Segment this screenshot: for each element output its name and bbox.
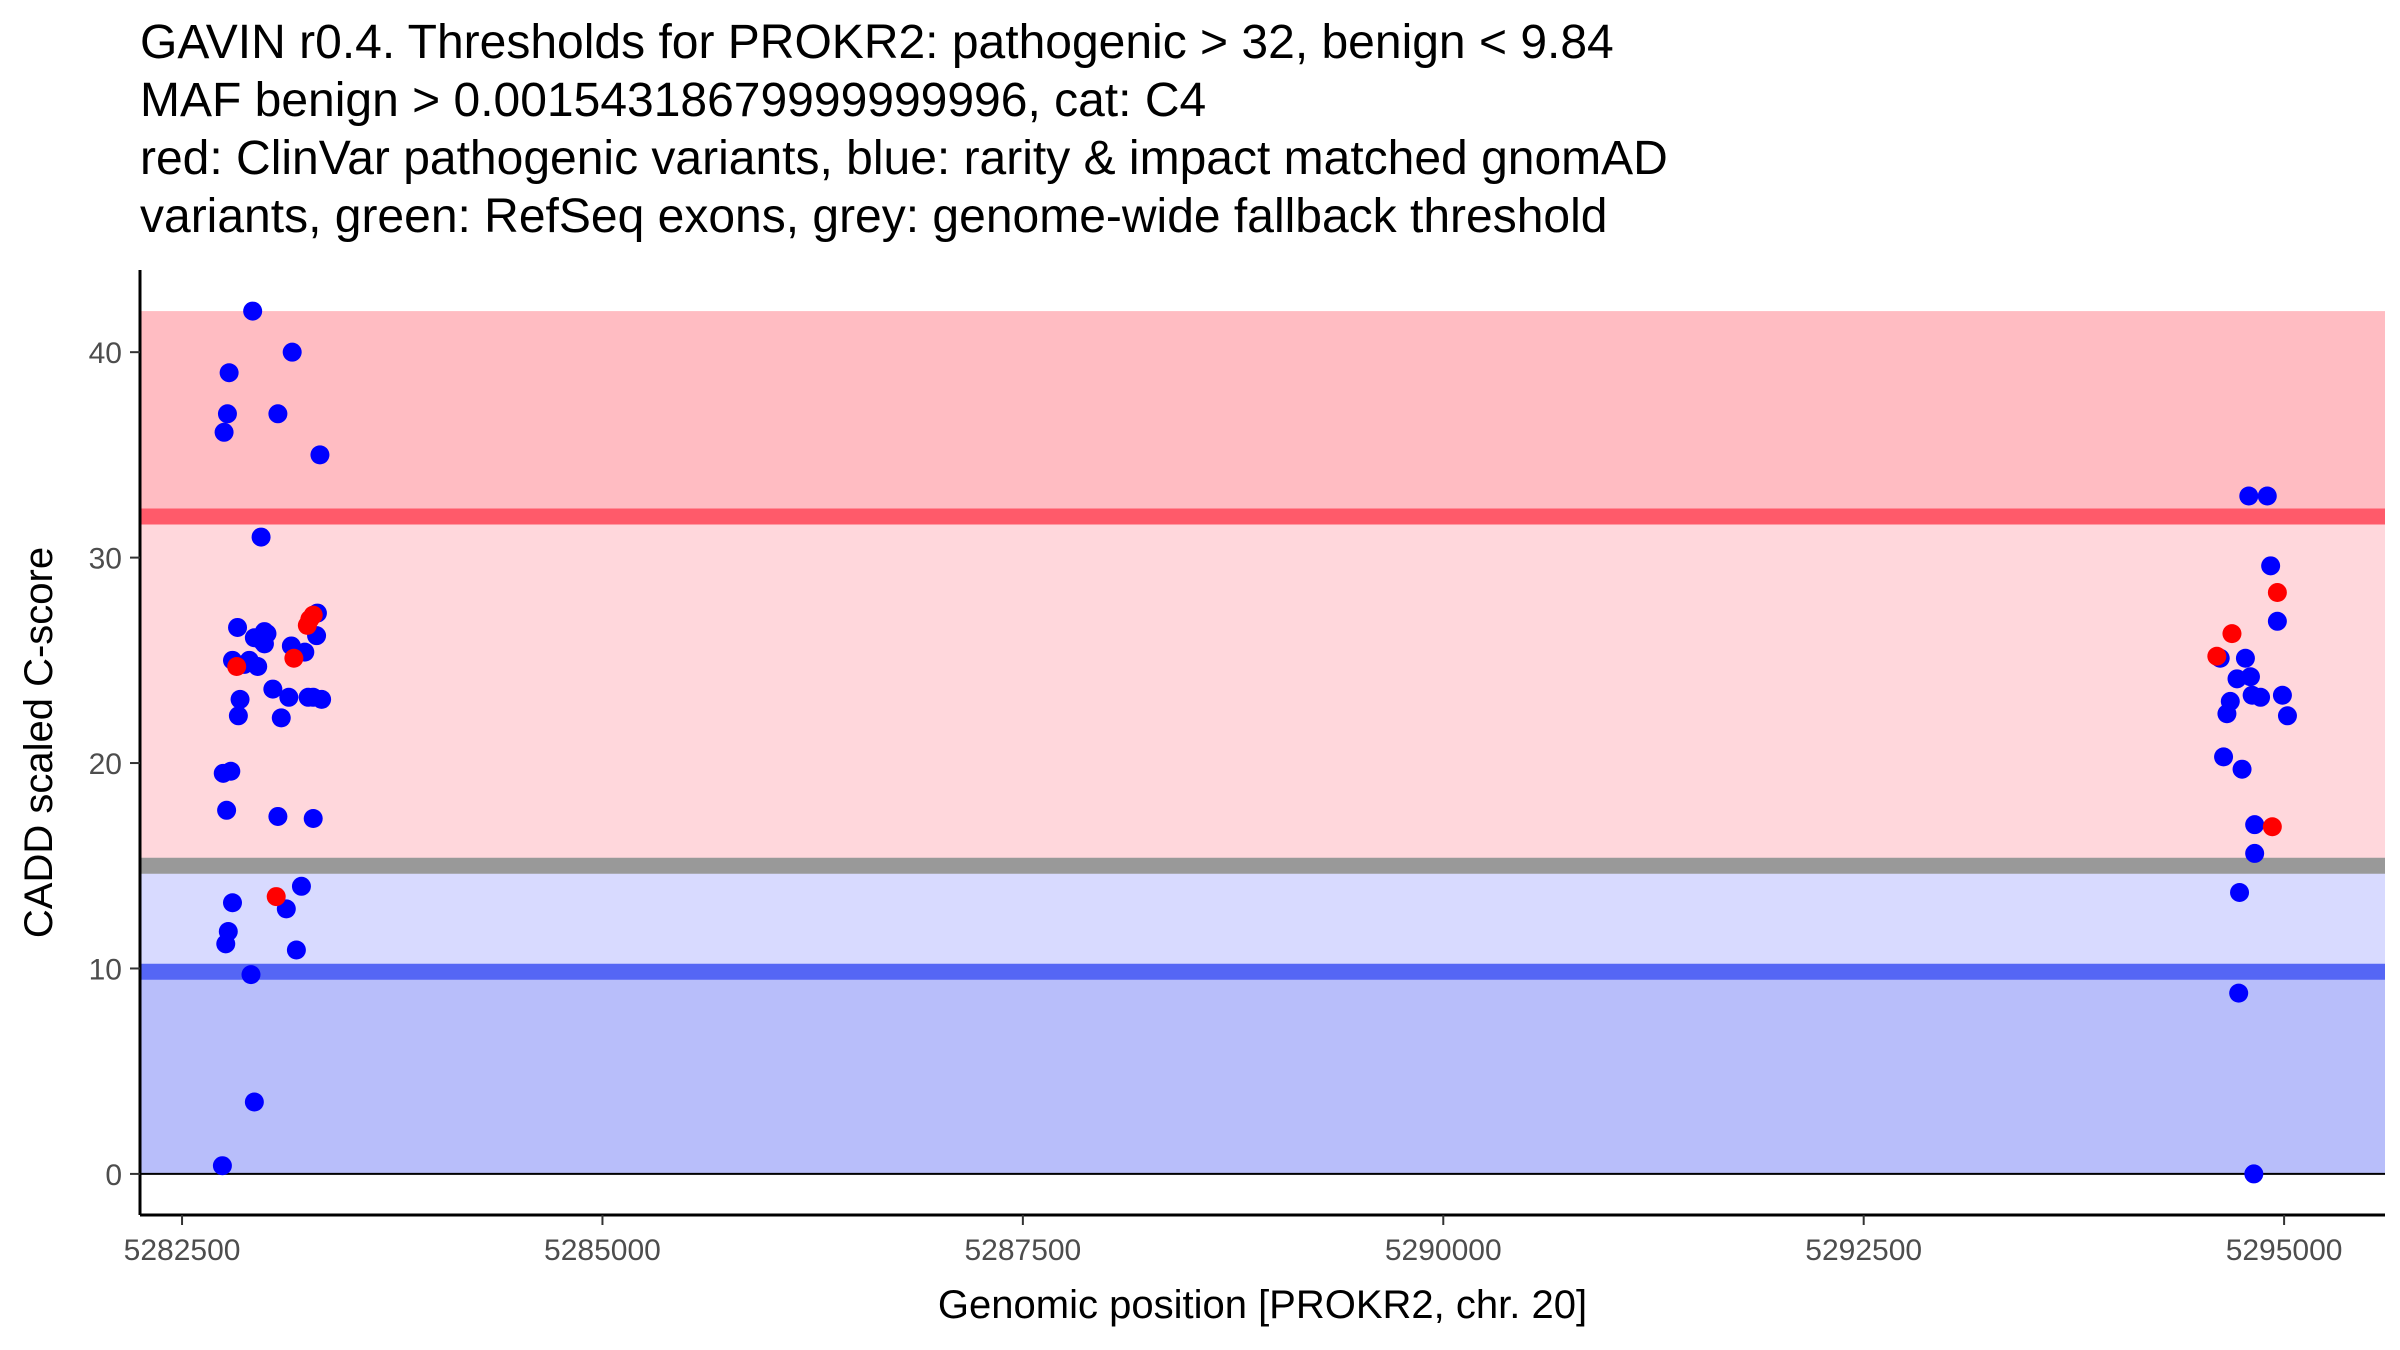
gnomad-point: [221, 761, 241, 781]
y-tick-label: 0: [105, 1159, 122, 1192]
gnomad-point: [248, 656, 268, 676]
gnomad-point: [254, 634, 274, 654]
intermediate-pathogenic-band: [140, 516, 2385, 866]
gnomad-point: [2257, 486, 2277, 506]
y-axis-ticks: 0 10 20 30 40: [89, 337, 140, 1192]
gnomad-point: [2214, 747, 2234, 767]
gnomad-point: [2245, 843, 2265, 863]
gnomad-point: [2244, 1164, 2264, 1184]
title-line-3: red: ClinVar pathogenic variants, blue: …: [140, 132, 1668, 185]
x-tick-label: 5295000: [2226, 1234, 2343, 1267]
gnomad-point: [2235, 648, 2255, 668]
clinvar-point: [284, 648, 304, 668]
intermediate-benign-band: [140, 865, 2385, 972]
y-tick-label: 20: [89, 748, 122, 781]
y-axis-title: CADD scaled C-score: [17, 547, 61, 938]
gnomad-point: [2261, 556, 2281, 576]
gnomad-point: [2240, 667, 2260, 687]
x-axis-title: Genomic position [PROKR2, chr. 20]: [938, 1283, 1587, 1327]
clinvar-point: [2262, 817, 2282, 837]
gnomad-point: [217, 404, 237, 424]
gnomad-point: [230, 689, 250, 709]
x-tick-label: 5285000: [544, 1234, 661, 1267]
gnomad-point: [2277, 706, 2297, 726]
x-tick-label: 5282500: [124, 1234, 241, 1267]
y-tick-label: 30: [89, 543, 122, 576]
gnomad-point: [2220, 691, 2240, 711]
clinvar-point: [303, 605, 323, 625]
gnomad-point: [268, 806, 288, 826]
x-axis-ticks: 5282500 5285000 5287500 5290000 5292500 52950…: [124, 1215, 2343, 1267]
gnomad-point: [2245, 815, 2265, 835]
gnomad-point: [241, 965, 261, 985]
clinvar-point: [227, 656, 247, 676]
gnomad-point: [282, 342, 302, 362]
gnomad-point: [212, 1156, 232, 1176]
pathogenic-band: [140, 311, 2385, 517]
y-tick-label: 40: [89, 337, 122, 370]
gnomad-point: [222, 893, 242, 913]
gnomad-point: [217, 800, 237, 820]
gnomad-point: [268, 404, 288, 424]
gnomad-point: [310, 445, 330, 465]
gnomad-point: [2230, 882, 2250, 902]
gnomad-point: [2239, 486, 2259, 506]
chart-title: GAVIN r0.4. Thresholds for PROKR2: patho…: [140, 14, 2340, 246]
axes: [138, 270, 2385, 1217]
threshold-bands: [140, 311, 2385, 1174]
threshold-lines: [140, 508, 2385, 1175]
gnomad-point: [218, 922, 238, 941]
x-tick-label: 5292500: [1805, 1234, 1922, 1267]
gnomad-point: [271, 708, 291, 728]
title-line-4: variants, green: RefSeq exons, grey: gen…: [140, 190, 1608, 243]
y-tick-label: 10: [89, 953, 122, 986]
gnomad-point: [291, 876, 311, 896]
clinvar-point: [2207, 646, 2227, 666]
title-line-1: GAVIN r0.4. Thresholds for PROKR2: patho…: [140, 16, 1614, 69]
x-tick-label: 5290000: [1385, 1234, 1502, 1267]
gnomad-point: [2267, 611, 2287, 631]
gnomad-point: [2251, 687, 2271, 707]
gnomad-point: [214, 422, 234, 442]
gnomad-point: [286, 940, 306, 960]
x-tick-label: 5287500: [964, 1234, 1081, 1267]
clinvar-point: [2267, 583, 2287, 603]
gnomad-point: [279, 687, 299, 707]
gnomad-point: [251, 527, 271, 547]
clinvar-point: [2222, 624, 2242, 644]
gnomad-point: [2272, 685, 2292, 705]
gnomad-point: [312, 689, 332, 709]
gnomad-point: [228, 617, 248, 637]
gnomad-point: [244, 1092, 264, 1112]
clinvar-point: [266, 887, 286, 907]
gnomad-point: [2232, 759, 2252, 779]
gnomad-point: [303, 809, 323, 829]
gnomad-point: [243, 301, 263, 321]
gnomad-point: [219, 363, 239, 383]
title-line-2: MAF benign > 0.00154318679999999996, cat…: [140, 74, 1207, 127]
gnomad-point: [2229, 983, 2249, 1003]
gnomad-point: [228, 706, 248, 726]
benign-band: [140, 971, 2385, 1174]
data-points: [212, 301, 2297, 1184]
gnomad-point: [263, 679, 283, 699]
